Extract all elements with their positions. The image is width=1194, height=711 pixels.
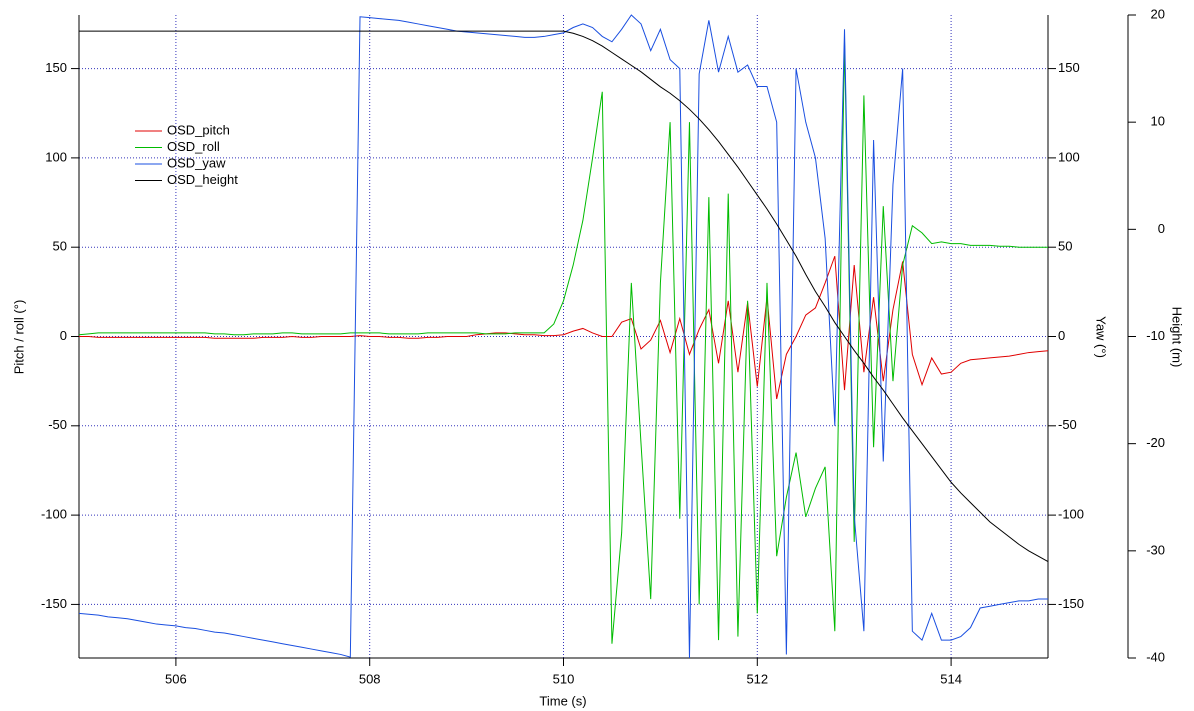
y2-tick-label: 100: [1058, 149, 1080, 164]
series-line: [79, 30, 1049, 562]
y2-tick-label: -100: [1058, 507, 1084, 522]
y2-tick-label: -150: [1058, 596, 1084, 611]
y2-tick-label: 50: [1058, 239, 1072, 254]
x-tick-label: 510: [553, 671, 575, 686]
x-tick-label: 506: [165, 671, 187, 686]
y3-tick-label: 10: [1151, 114, 1165, 129]
y2-tick-label: -50: [1058, 417, 1077, 432]
series-line: [78, 41, 1048, 644]
y-tick-label: -50: [48, 417, 67, 432]
y2-tick-label: 0: [1058, 328, 1065, 343]
x-axis-label: Time (s): [539, 693, 586, 708]
y-tick-label: 100: [45, 149, 67, 164]
y-tick-label: 0: [60, 328, 67, 343]
x-tick-label: 514: [940, 671, 962, 686]
y-tick-label: 150: [45, 60, 67, 75]
legend-label: OSD_pitch: [167, 122, 230, 137]
y-axis-label: Pitch / roll (°): [11, 300, 26, 375]
x-tick-label: 512: [746, 671, 768, 686]
y-tick-label: -150: [41, 596, 67, 611]
y-tick-label: 50: [53, 239, 67, 254]
y3-tick-label: -10: [1146, 328, 1165, 343]
y3-tick-label: -20: [1146, 435, 1165, 450]
y3-tick-label: -30: [1146, 542, 1165, 557]
legend-label: OSD_roll: [167, 139, 220, 154]
y2-tick-label: 150: [1058, 60, 1080, 75]
y3-tick-label: 0: [1158, 221, 1165, 236]
series-line: [78, 14, 1048, 659]
x-tick-label: 508: [359, 671, 381, 686]
legend-label: OSD_yaw: [167, 155, 226, 170]
y3-tick-label: -40: [1146, 649, 1165, 664]
y-tick-label: -100: [41, 507, 67, 522]
y3-axis-label: Height (m): [1170, 307, 1185, 368]
y2-axis-label: Yaw (°): [1094, 316, 1109, 358]
legend-label: OSD_height: [167, 172, 238, 187]
y3-tick-label: 20: [1151, 6, 1165, 21]
